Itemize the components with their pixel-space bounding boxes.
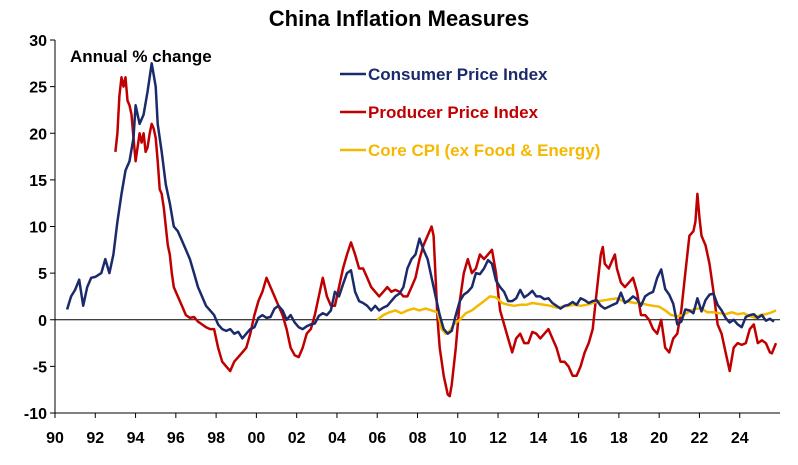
- x-tick-label: 96: [167, 430, 185, 447]
- series-line-1: [114, 76, 778, 398]
- x-tick-label: 06: [368, 430, 386, 447]
- x-tick-label: 98: [207, 430, 225, 447]
- y-tick-label: 20: [29, 126, 47, 143]
- x-tick-label: 08: [409, 430, 427, 447]
- y-tick-label: 0: [38, 313, 47, 330]
- series-line-0: [65, 62, 775, 340]
- x-tick-label: 22: [691, 430, 709, 447]
- x-tick-label: 20: [650, 430, 668, 447]
- series-layer: [65, 62, 778, 398]
- y-tick-label: 15: [29, 173, 47, 190]
- y-tick-label: -5: [33, 359, 47, 376]
- x-tick-label: 16: [570, 430, 588, 447]
- chart-annotation: Annual % change: [70, 47, 212, 66]
- x-tick-label: 10: [449, 430, 467, 447]
- chart-legend: Consumer Price Index Producer Price Index…: [340, 65, 600, 160]
- x-tick-label: 12: [489, 430, 507, 447]
- x-tick-label: 00: [247, 430, 265, 447]
- y-tick-label: 10: [29, 220, 47, 237]
- x-tick-label: 24: [731, 430, 749, 447]
- x-tick-label: 92: [86, 430, 104, 447]
- legend-label-2: Core CPI (ex Food & Energy): [368, 141, 600, 160]
- x-tick-label: 94: [127, 430, 145, 447]
- legend-label-0: Consumer Price Index: [368, 65, 548, 84]
- x-tick-label: 02: [288, 430, 306, 447]
- y-tick-label: 25: [29, 80, 47, 97]
- legend-label-1: Producer Price Index: [368, 103, 539, 122]
- chart-axes: 30 25 20 15 10 5 0 -5 -10 90 92 94 96 98 00 02 04 06 08 10 1…: [24, 33, 780, 447]
- x-tick-label: 90: [46, 430, 64, 447]
- x-tick-label: 18: [610, 430, 628, 447]
- y-tick-label: 30: [29, 33, 47, 50]
- x-tick-label: 14: [529, 430, 547, 447]
- chart-title: China Inflation Measures: [268, 6, 530, 31]
- y-tick-label: -10: [24, 406, 47, 423]
- y-tick-label: 5: [38, 266, 47, 283]
- x-tick-label: 04: [328, 430, 346, 447]
